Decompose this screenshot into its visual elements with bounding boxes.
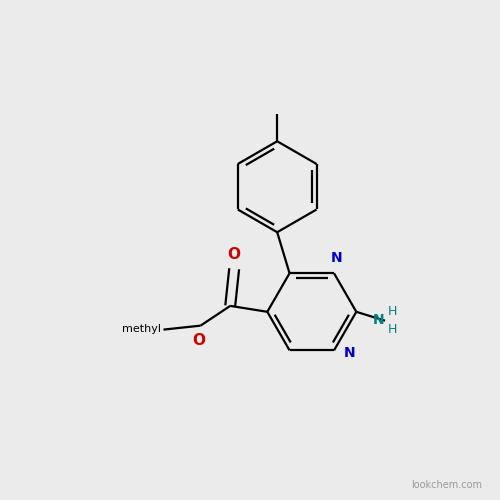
Text: N: N (330, 252, 342, 266)
Text: O: O (228, 247, 240, 262)
Text: O: O (192, 332, 205, 347)
Text: N: N (372, 313, 384, 327)
Text: H: H (388, 305, 397, 318)
Text: N: N (344, 346, 356, 360)
Text: H: H (388, 323, 397, 336)
Text: lookchem.com: lookchem.com (412, 480, 482, 490)
Text: methyl: methyl (122, 324, 161, 334)
